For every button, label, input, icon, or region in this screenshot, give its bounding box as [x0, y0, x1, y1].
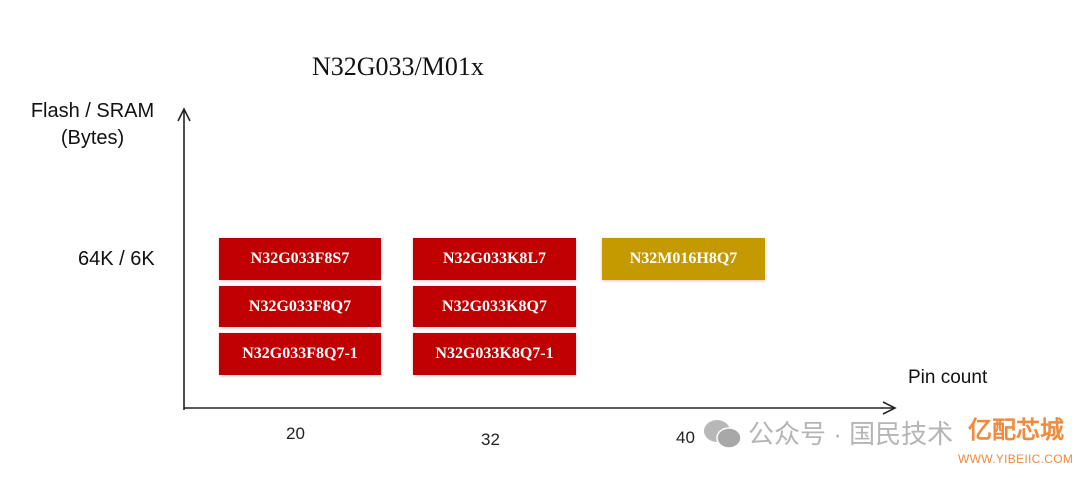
diagram-title: N32G033/M01x — [312, 52, 484, 81]
brand-url: WWW.YIBEIIC.COM — [958, 452, 1074, 466]
y-axis-arrow-icon — [177, 107, 191, 122]
part-box: N32G033K8Q7-1 — [413, 333, 576, 375]
part-box: N32G033F8Q7-1 — [219, 333, 381, 375]
part-box: N32M016H8Q7 — [602, 238, 765, 280]
y-axis-label-line1: Flash / SRAM — [30, 100, 155, 122]
part-box: N32G033K8Q7 — [413, 286, 576, 327]
y-axis-label-line2: (Bytes) — [60, 127, 125, 149]
y-axis-tick: 64K / 6K — [78, 248, 155, 270]
y-axis-label: Flash / SRAM (Bytes) — [20, 98, 165, 152]
part-box: N32G033F8Q7 — [219, 286, 381, 327]
part-box: N32G033F8S7 — [219, 238, 381, 280]
x-axis-arrow-icon — [882, 401, 897, 415]
wechat-icon — [704, 420, 742, 449]
part-box: N32G033K8L7 — [413, 238, 576, 280]
x-axis-tick: 40 — [676, 428, 695, 447]
watermark-text: 公众号 · 国民技术 — [748, 419, 954, 449]
x-axis-tick: 20 — [286, 424, 305, 443]
watermark: 公众号 · 国民技术 — [702, 418, 953, 450]
x-axis-tick: 32 — [481, 430, 500, 449]
x-axis-label: Pin count — [908, 367, 988, 388]
brand-logo-text: 亿配芯城 — [968, 417, 1064, 444]
